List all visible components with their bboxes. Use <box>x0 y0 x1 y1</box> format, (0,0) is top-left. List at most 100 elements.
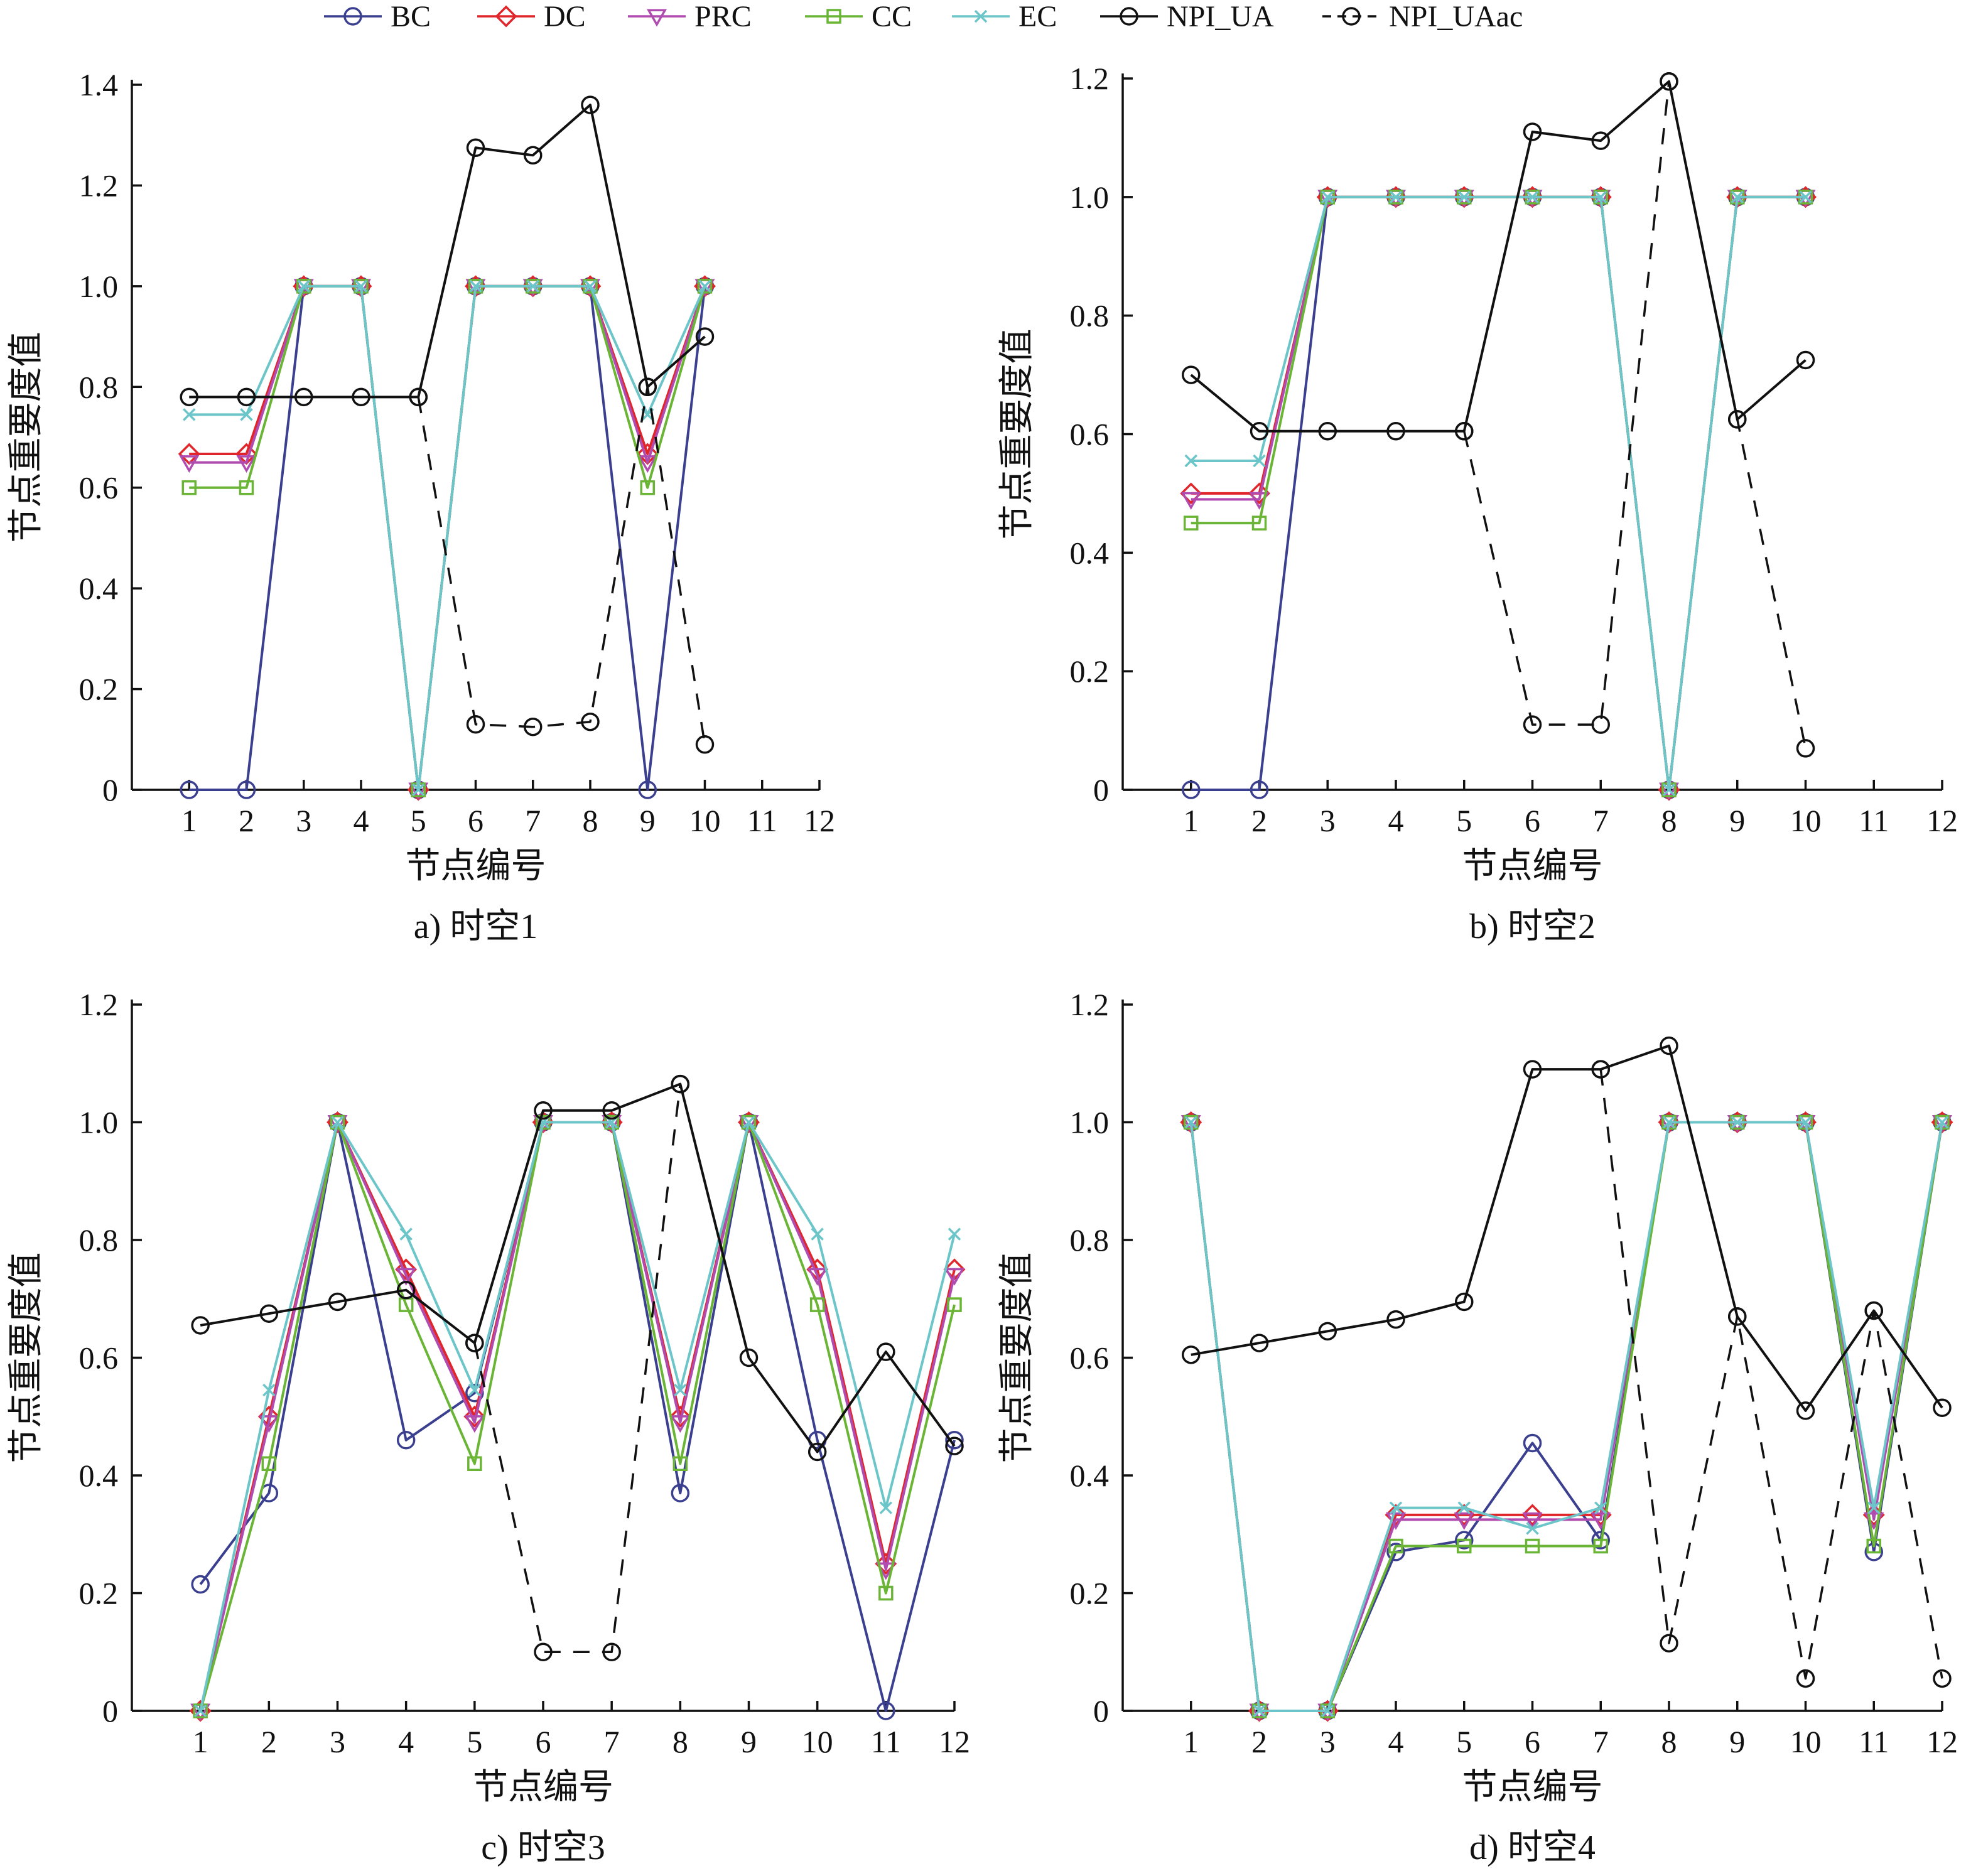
y-tick-label: 0.2 <box>1070 654 1110 689</box>
data-point-npi-ua <box>1591 131 1610 150</box>
data-point-cc <box>672 1456 688 1471</box>
data-point-bc <box>396 1431 416 1450</box>
data-point-ec <box>1321 1704 1334 1718</box>
series-bc <box>1182 1113 1952 1720</box>
legend-marker-circle <box>1342 7 1361 26</box>
data-point-ec <box>354 279 368 293</box>
data-point-ec <box>526 279 539 293</box>
data-point-prc <box>236 455 257 473</box>
x-tick-label: 4 <box>398 1724 414 1759</box>
legend-label: NPI_UA <box>1167 0 1274 33</box>
series-ec <box>1184 1116 1949 1718</box>
series-line-npi-uaac <box>1599 1069 1943 1680</box>
series-npi-uaac <box>1591 1060 1952 1688</box>
data-point-cc <box>239 480 254 495</box>
data-point-bc <box>945 1431 964 1450</box>
series-ec <box>183 279 711 797</box>
y-tick-label: 0 <box>102 772 118 807</box>
x-tick-label: 3 <box>296 803 311 838</box>
series-line-ec <box>1189 1121 1943 1712</box>
x-tick-label: 1 <box>1183 1724 1199 1759</box>
y-tick-label: 0.4 <box>79 1458 119 1493</box>
legend-entry-ec: EC <box>952 0 1057 33</box>
data-point-bc <box>180 780 198 799</box>
data-point-ec <box>742 1116 755 1129</box>
x-tick-label: 10 <box>802 1724 833 1759</box>
series-npi-ua <box>1182 1036 1952 1420</box>
data-point-bc <box>671 1484 690 1502</box>
x-tick-label: 1 <box>193 1724 208 1759</box>
panel-caption: a) 时空1 <box>414 907 538 946</box>
data-point-prc <box>637 455 658 473</box>
data-point-ec <box>1253 1704 1266 1718</box>
data-point-npi-uaac <box>1864 1301 1883 1320</box>
y-tick-label: 0 <box>102 1693 118 1728</box>
series-cc <box>1184 1114 1950 1718</box>
data-point-npi-ua <box>581 95 600 114</box>
series-line-npi-uaac <box>417 385 706 745</box>
data-point-ec <box>1799 190 1812 204</box>
data-point-ec <box>879 1501 893 1514</box>
legend-label: NPI_UAac <box>1389 0 1523 33</box>
data-point-cc <box>330 1114 345 1130</box>
y-tick-label: 1.2 <box>1070 61 1110 96</box>
x-tick-label: 3 <box>1320 803 1336 838</box>
data-point-npi-ua <box>1250 1334 1269 1352</box>
y-tick-label: 0.4 <box>1070 535 1110 570</box>
data-point-npi-uaac <box>602 1642 621 1661</box>
legend-entry-cc: CC <box>805 0 912 33</box>
data-point-ec <box>262 1383 276 1397</box>
data-point-cc <box>640 480 655 495</box>
data-point-npi-uaac <box>1796 739 1815 758</box>
x-tick-label: 7 <box>604 1724 620 1759</box>
data-point-npi-ua <box>1318 422 1337 441</box>
data-point-cc <box>193 1703 208 1718</box>
data-point-bc <box>191 1575 210 1594</box>
data-point-npi-ua <box>328 1292 347 1312</box>
data-point-cc <box>741 1114 757 1130</box>
data-point-ec <box>1594 1501 1607 1514</box>
x-tick-label: 8 <box>583 803 598 838</box>
data-point-ec <box>674 1383 687 1397</box>
series-ec <box>1184 190 1812 797</box>
legend-entry-npi_ua: NPI_UA <box>1100 0 1274 33</box>
data-point-npi-ua <box>739 1348 759 1367</box>
x-tick-label: 10 <box>1790 803 1822 838</box>
legend-marker-triangle-down <box>646 9 667 27</box>
series-line-cc <box>1189 1121 1943 1712</box>
x-tick-label: 1 <box>1183 803 1199 838</box>
data-point-npi-ua <box>237 387 256 407</box>
data-point-npi-ua <box>524 146 543 165</box>
x-tick-label: 2 <box>261 1724 277 1759</box>
data-point-npi-ua <box>396 1280 416 1300</box>
data-point-npi-ua <box>1523 1060 1542 1079</box>
data-point-ec <box>1457 1501 1471 1514</box>
y-tick-label: 1.0 <box>79 1105 119 1140</box>
data-point-ec <box>1389 190 1403 204</box>
data-point-npi-ua <box>180 387 198 407</box>
data-point-npi-ua <box>294 387 313 407</box>
panel-caption: d) 时空4 <box>1469 1828 1596 1867</box>
data-point-npi-ua <box>807 1442 827 1462</box>
series-line-npi-uaac <box>1463 80 1807 749</box>
x-tick-label: 6 <box>536 1724 551 1759</box>
data-point-npi-ua <box>1386 422 1405 441</box>
data-point-ec <box>1594 190 1607 204</box>
x-axis-label: 节点编号 <box>1462 847 1603 886</box>
y-tick-label: 0.8 <box>79 369 119 404</box>
data-point-ec <box>1526 190 1539 204</box>
data-point-npi-ua <box>1318 1322 1337 1341</box>
y-tick-label: 0.2 <box>79 672 119 707</box>
legend-label: EC <box>1018 0 1057 33</box>
x-tick-label: 2 <box>1251 1724 1267 1759</box>
data-point-cc <box>1866 1538 1881 1554</box>
x-tick-label: 12 <box>1926 1724 1958 1759</box>
x-tick-label: 9 <box>741 1724 757 1759</box>
data-point-npi-ua <box>1523 122 1542 141</box>
series-bc <box>191 1113 964 1720</box>
x-tick-label: 8 <box>672 1724 688 1759</box>
y-tick-label: 0.8 <box>1070 1222 1110 1258</box>
legend-label: DC <box>544 0 586 33</box>
data-point-cc <box>1457 1538 1472 1554</box>
